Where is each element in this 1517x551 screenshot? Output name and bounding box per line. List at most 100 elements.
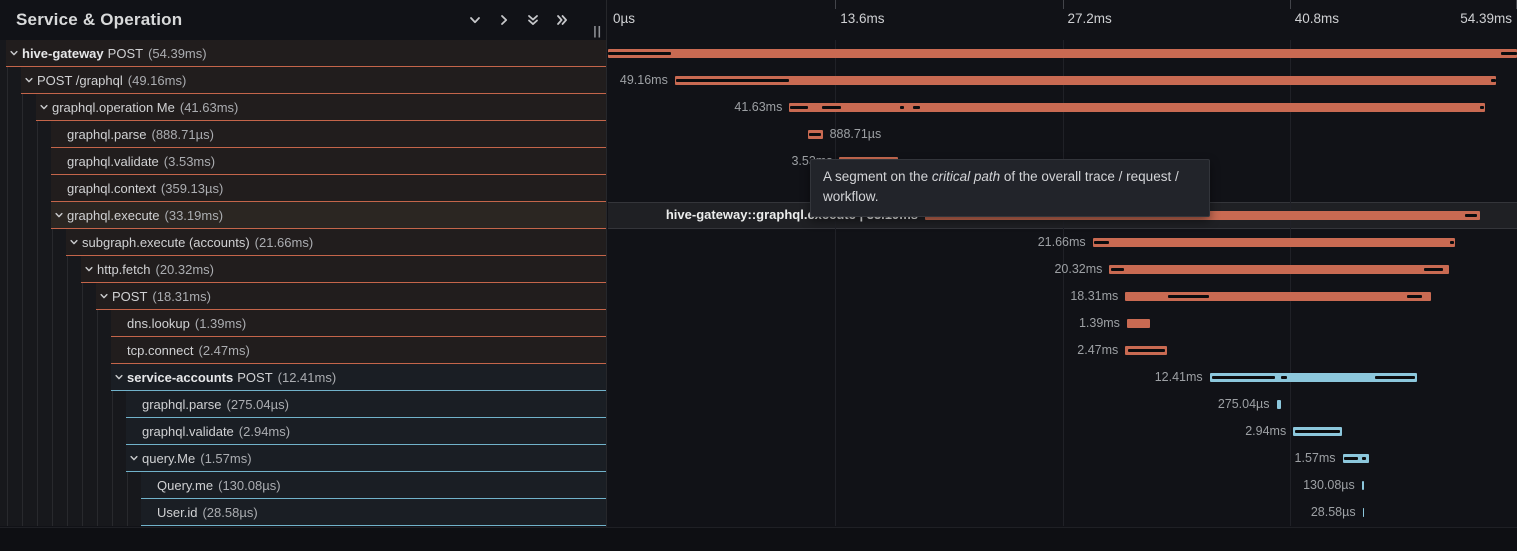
critical-path-segment[interactable] <box>1167 295 1209 298</box>
operation-name: dns.lookup <box>127 315 190 331</box>
panel-resize-handle[interactable]: || <box>593 24 602 38</box>
span-bar[interactable] <box>1092 238 1455 247</box>
span-tree-row[interactable]: query.Me (1.57ms) <box>0 445 606 472</box>
span-tree-row[interactable]: graphql.context (359.13µs) <box>0 175 606 202</box>
span-bar[interactable] <box>1362 508 1364 517</box>
tree-chevron-down-icon[interactable] <box>53 210 65 220</box>
critical-path-segment[interactable] <box>808 133 822 136</box>
critical-path-segment[interactable] <box>1344 457 1358 460</box>
tree-chevron-down-icon[interactable] <box>8 48 20 58</box>
span-tree-row[interactable]: tcp.connect (2.47ms) <box>0 337 606 364</box>
span-tree-row[interactable]: dns.lookup (1.39ms) <box>0 310 606 337</box>
timeline-gridline <box>1289 499 1291 526</box>
span-tree-row[interactable]: POST (18.31ms) <box>0 283 606 310</box>
critical-path-segment[interactable] <box>1464 214 1478 217</box>
critical-path-segment[interactable] <box>608 52 671 55</box>
tree-indent-guide <box>52 472 53 499</box>
tree-chevron-down-icon[interactable] <box>98 291 110 301</box>
critical-path-segment[interactable] <box>790 106 808 109</box>
critical-path-segment[interactable] <box>1294 430 1340 433</box>
span-tree-row[interactable]: POST /graphql (49.16ms) <box>0 67 606 94</box>
span-tree-row[interactable]: graphql.validate (3.53ms) <box>0 148 606 175</box>
span-bar[interactable] <box>789 103 1486 112</box>
critical-path-segment[interactable] <box>1280 376 1288 379</box>
span-tree-row[interactable]: subgraph.execute (accounts) (21.66ms) <box>0 229 606 256</box>
span-bar[interactable] <box>674 76 1497 85</box>
chevron-right-icon[interactable] <box>496 12 512 28</box>
timeline-gridline <box>1289 418 1291 445</box>
span-tree-row[interactable]: graphql.parse (275.04µs) <box>0 391 606 418</box>
critical-path-segment[interactable] <box>1375 376 1416 379</box>
span-tree-row[interactable]: graphql.operation Me (41.63ms) <box>0 94 606 121</box>
tree-indent-guide <box>82 337 83 364</box>
tree-indent-guide <box>97 364 98 391</box>
timeline-row: 12.41ms <box>608 364 1517 391</box>
timeline-row: 888.71µs <box>608 121 1517 148</box>
span-bar[interactable] <box>1125 292 1432 301</box>
span-tree-row[interactable]: http.fetch (20.32ms) <box>0 256 606 283</box>
critical-path-segment[interactable] <box>1424 268 1443 271</box>
timeline-gridline <box>1062 445 1064 472</box>
timeline-gridline <box>835 418 837 445</box>
tree-indent-guide <box>97 472 98 499</box>
critical-path-segment[interactable] <box>1127 349 1165 352</box>
tree-indent-guide <box>37 283 38 310</box>
critical-path-segment[interactable] <box>1406 295 1422 298</box>
critical-path-segment[interactable] <box>1491 79 1496 82</box>
chevron-down-icon[interactable] <box>467 12 483 28</box>
row-service-tint <box>66 229 606 256</box>
double-chevron-right-icon[interactable] <box>554 12 570 28</box>
tree-indent-guide <box>37 256 38 283</box>
operation-name: POST <box>237 369 273 385</box>
tree-chevron-down-icon[interactable] <box>68 237 80 247</box>
critical-path-segment[interactable] <box>899 106 905 109</box>
critical-path-segment[interactable] <box>1361 457 1366 460</box>
tree-indent-guide <box>112 391 113 418</box>
tree-indent-guide <box>37 229 38 256</box>
span-tree-row[interactable]: Query.me (130.08µs) <box>0 472 606 499</box>
row-service-tint <box>96 283 606 310</box>
critical-path-segment[interactable] <box>1500 52 1517 55</box>
timeline-gridline <box>1062 256 1064 283</box>
tree-chevron-down-icon[interactable] <box>113 372 125 382</box>
critical-path-segment[interactable] <box>675 79 790 82</box>
span-bar[interactable] <box>608 49 1517 58</box>
tree-indent-guide <box>22 202 23 229</box>
timeline-axis: 0µs 13.6ms 27.2ms 40.8ms 54.39ms <box>608 0 1517 40</box>
tree-indent-guide <box>52 445 53 472</box>
critical-path-segment[interactable] <box>913 106 920 109</box>
tree-indent-guide <box>22 121 23 148</box>
critical-path-segment[interactable] <box>1111 268 1125 271</box>
span-bar[interactable] <box>1209 373 1418 382</box>
tree-chevron-down-icon[interactable] <box>83 264 95 274</box>
span-tree-row[interactable]: graphql.validate (2.94ms) <box>0 418 606 445</box>
tree-indent-guide <box>82 283 83 310</box>
tree-indent-guide <box>37 445 38 472</box>
row-service-tint <box>126 418 606 445</box>
tree-chevron-down-icon[interactable] <box>23 75 35 85</box>
span-tree-row[interactable]: graphql.parse (888.71µs) <box>0 121 606 148</box>
tree-indent-guide <box>7 175 8 202</box>
span-tree-row[interactable]: User.id (28.58µs) <box>0 499 606 526</box>
critical-path-segment[interactable] <box>1480 106 1485 109</box>
span-bar[interactable] <box>1276 400 1282 409</box>
critical-path-segment[interactable] <box>1094 241 1109 244</box>
critical-path-segment[interactable] <box>821 106 842 109</box>
critical-path-segment[interactable] <box>1212 376 1275 379</box>
span-bar[interactable] <box>1109 265 1449 274</box>
double-chevron-down-icon[interactable] <box>525 12 541 28</box>
span-tree-row[interactable]: hive-gateway POST (54.39ms) <box>0 40 606 67</box>
critical-path-segment[interactable] <box>1449 241 1454 244</box>
tree-indent-guide <box>7 472 8 499</box>
tree-indent-guide <box>37 121 38 148</box>
span-tree-row[interactable]: service-accounts POST (12.41ms) <box>0 364 606 391</box>
span-bar[interactable] <box>1361 481 1364 490</box>
span-tree-row[interactable]: graphql.execute (33.19ms) <box>0 202 606 229</box>
tree-chevron-down-icon[interactable] <box>128 453 140 463</box>
timeline-gridline <box>835 121 837 148</box>
row-service-tint <box>126 391 606 418</box>
timeline-gridline <box>1062 472 1064 499</box>
span-bar[interactable] <box>1126 319 1151 328</box>
row-service-tint <box>126 445 606 472</box>
tree-chevron-down-icon[interactable] <box>38 102 50 112</box>
